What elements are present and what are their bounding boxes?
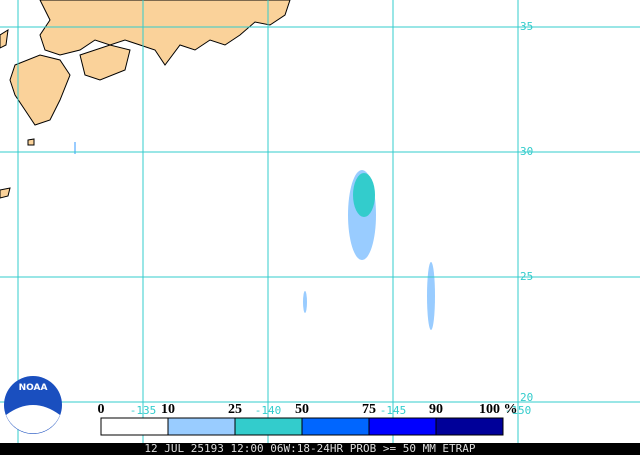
legend-label: 90	[429, 402, 443, 417]
legend-label: 50	[295, 402, 309, 417]
logo-wave	[6, 405, 60, 434]
graticule-labels: 35 30 25 20 -135 -140 -145 -150	[130, 20, 534, 417]
legend-swatch	[435, 417, 504, 436]
longitude-label: -140	[255, 404, 282, 417]
caption: 12 JUL 25193 12:00 06W:18-24HR PROB >= 5…	[144, 442, 476, 455]
legend-swatch	[301, 417, 370, 436]
rain-probability	[74, 142, 435, 330]
legend-label: 100 %	[479, 402, 518, 417]
longitude-label: -150	[505, 404, 532, 417]
legend-label: 10	[161, 402, 175, 417]
noaa-logo: NOAA	[4, 376, 62, 434]
caption-bar	[0, 443, 640, 455]
latitude-label: 20	[520, 391, 533, 404]
legend-swatch	[167, 417, 236, 436]
legend-swatch	[368, 417, 437, 436]
legend-swatch	[234, 417, 303, 436]
legend-label: 25	[228, 402, 242, 417]
latitude-label: 30	[520, 145, 533, 158]
latitude-label: 35	[520, 20, 533, 33]
logo-text: NOAA	[19, 383, 48, 393]
longitude-label: -145	[380, 404, 407, 417]
legend-swatch	[100, 417, 169, 436]
legend-label: 75	[362, 402, 376, 417]
legend-label: 0	[98, 402, 105, 417]
legend: 0 10 25 50 75 90 100 %	[98, 402, 518, 436]
land	[0, 0, 291, 199]
graticule	[0, 0, 640, 443]
longitude-label: -135	[130, 404, 157, 417]
latitude-label: 25	[520, 270, 533, 283]
